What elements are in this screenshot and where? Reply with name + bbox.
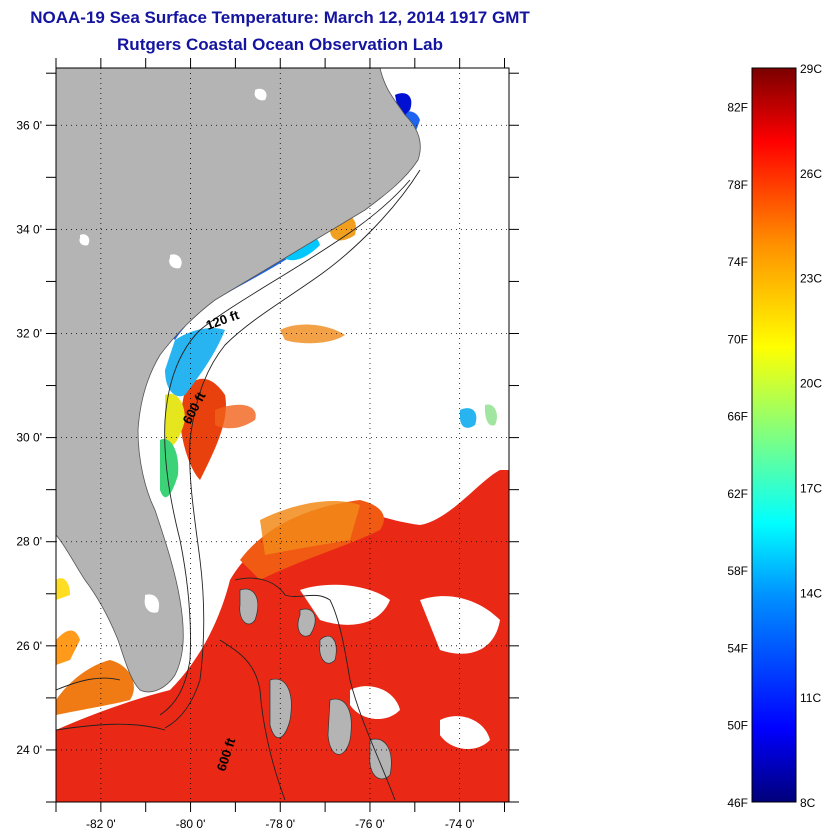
colorbar-fahrenheit-label: 74F <box>727 255 748 269</box>
colorbar-fahrenheit-label: 82F <box>727 101 748 115</box>
map-title: NOAA-19 Sea Surface Temperature: March 1… <box>30 8 530 27</box>
axis-ticks <box>46 58 519 812</box>
colorbar-celsius-label: 26C <box>800 167 822 181</box>
map-subtitle: Rutgers Coastal Ocean Observation Lab <box>117 35 443 54</box>
colorbar-celsius-labels: 29C 26C 23C 20C 17C 14C 11C 8C <box>800 62 822 810</box>
colorbar-celsius-label: 29C <box>800 62 822 76</box>
colorbar-fahrenheit-label: 58F <box>727 564 748 578</box>
lat-label: 34 0' <box>16 222 42 236</box>
land-bahamas <box>239 588 392 780</box>
lon-label: -78 0' <box>265 817 295 831</box>
lat-label: 36 0' <box>16 118 42 132</box>
lat-label: 24 0' <box>16 743 42 757</box>
map-frame <box>55 67 510 803</box>
colorbar-celsius-label: 20C <box>800 377 822 391</box>
colorbar-fahrenheit-labels: 82F 78F 74F 70F 66F 62F 58F 54F 50F 46F <box>727 101 748 810</box>
colorbar-fahrenheit-label: 78F <box>727 178 748 192</box>
colorbar-fahrenheit-label: 50F <box>727 719 748 733</box>
lat-label: 26 0' <box>16 639 42 653</box>
colorbar-fahrenheit-label: 54F <box>727 641 748 655</box>
lon-label: -76 0' <box>355 817 385 831</box>
colorbar-fahrenheit-label: 70F <box>727 332 748 346</box>
colorbar-celsius-label: 11C <box>800 691 821 705</box>
colorbar-fahrenheit-label: 66F <box>727 410 748 424</box>
colorbar-celsius-label: 17C <box>800 481 822 495</box>
lat-label: 30 0' <box>16 431 42 445</box>
colorbar-celsius-label: 23C <box>800 272 822 286</box>
latitude-labels: 36 0' 34 0' 32 0' 30 0' 28 0' 26 0' 24 0' <box>16 118 42 757</box>
land-lakes <box>79 88 267 613</box>
colorbar-fahrenheit-label: 62F <box>727 487 748 501</box>
map-area: 120 ft 600 ft 600 ft <box>56 68 509 802</box>
longitude-labels: -82 0' -80 0' -78 0' -76 0' -74 0' <box>86 817 474 831</box>
colorbar-celsius-label: 14C <box>800 586 822 600</box>
lat-label: 32 0' <box>16 326 42 340</box>
lat-label: 28 0' <box>16 535 42 549</box>
graticule <box>56 68 509 802</box>
colorbar <box>751 67 797 803</box>
lon-label: -82 0' <box>86 817 116 831</box>
lon-label: -80 0' <box>176 817 206 831</box>
colorbar-fahrenheit-label: 46F <box>727 796 748 810</box>
land-us-east-coast <box>56 68 421 693</box>
lon-label: -74 0' <box>445 817 475 831</box>
colorbar-celsius-label: 8C <box>800 796 816 810</box>
